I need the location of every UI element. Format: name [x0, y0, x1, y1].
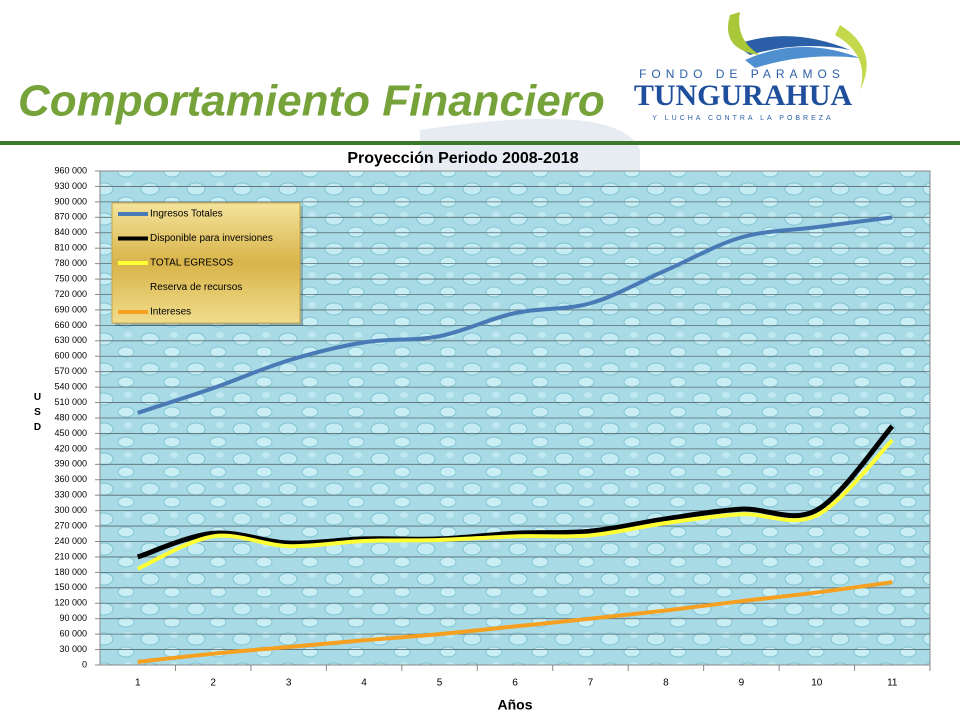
x-tick-label: 8	[663, 678, 669, 689]
y-tick-label: 180 000	[54, 567, 87, 577]
y-tick-label: 540 000	[54, 382, 87, 392]
y-tick-label: 360 000	[54, 474, 87, 484]
y-tick-label: 750 000	[54, 273, 87, 283]
y-axis-label: USD	[32, 392, 43, 437]
y-tick-label: 300 000	[54, 505, 87, 515]
x-tick-label: 6	[512, 678, 518, 689]
chart-title: Proyección Periodo 2008-2018	[347, 150, 578, 167]
y-tick-label: 270 000	[54, 520, 87, 530]
legend-label: TOTAL EGRESOS	[150, 258, 233, 269]
legend-label: Intereses	[150, 307, 191, 318]
x-tick-label: 4	[361, 678, 367, 689]
logo-wave	[735, 36, 850, 55]
logo-wave	[745, 46, 860, 68]
x-tick-label: 1	[135, 678, 141, 689]
y-tick-label: 240 000	[54, 536, 87, 546]
y-tick-label: 570 000	[54, 366, 87, 376]
y-tick-label: 510 000	[54, 397, 87, 407]
y-tick-label: 390 000	[54, 459, 87, 469]
y-tick-label: 420 000	[54, 443, 87, 453]
legend-label: Disponible para inversiones	[150, 233, 273, 244]
series-line	[137, 580, 893, 664]
y-tick-label: 90 000	[59, 613, 87, 623]
x-tick-label: 11	[887, 678, 898, 689]
x-tick-label: 10	[811, 678, 823, 689]
x-tick-label: 2	[210, 678, 216, 689]
logo-top: FONDO DE PARAMOS	[639, 67, 845, 81]
series-line	[136, 438, 894, 571]
legend-label: Ingresos Totales	[150, 209, 223, 220]
y-tick-label: 630 000	[54, 335, 87, 345]
series-line	[136, 424, 895, 560]
y-tick-label: 450 000	[54, 428, 87, 438]
plot-border	[99, 170, 931, 666]
y-tick-label: 120 000	[54, 598, 87, 608]
y-tick-label: 60 000	[59, 629, 87, 639]
y-tick-label: 870 000	[54, 212, 87, 222]
y-tick-label: 30 000	[59, 644, 87, 654]
y-tick-label: 960 000	[54, 165, 87, 175]
x-tick-label: 9	[739, 678, 745, 689]
title-rule	[0, 141, 960, 145]
series-line	[137, 215, 893, 415]
logo-leaf	[728, 12, 760, 55]
logo-leaf	[835, 25, 867, 90]
y-tick-label: 900 000	[54, 196, 87, 206]
x-tick-label: 7	[588, 678, 594, 689]
x-tick-label: 5	[437, 678, 443, 689]
x-axis-label: Años	[498, 697, 533, 713]
y-tick-label: 660 000	[54, 320, 87, 330]
y-tick-label: 0	[82, 659, 87, 669]
y-tick-label: 480 000	[54, 412, 87, 422]
y-tick-label: 930 000	[54, 181, 87, 191]
swoosh	[420, 118, 640, 175]
y-tick-label: 810 000	[54, 243, 87, 253]
y-tick-label: 840 000	[54, 227, 87, 237]
legend-label: Reserva de recursos	[150, 282, 242, 293]
logo-name: TUNGURAHUA	[634, 79, 853, 112]
y-tick-label: 780 000	[54, 258, 87, 268]
y-tick-label: 720 000	[54, 289, 87, 299]
logo-tagline: Y LUCHA CONTRA LA POBREZA	[652, 115, 833, 122]
slide-title: Comportamiento Financiero	[18, 77, 605, 126]
y-tick-label: 600 000	[54, 351, 87, 361]
y-tick-label: 150 000	[54, 582, 87, 592]
y-tick-label: 210 000	[54, 551, 87, 561]
y-tick-label: 330 000	[54, 490, 87, 500]
y-tick-label: 690 000	[54, 304, 87, 314]
x-tick-label: 3	[286, 678, 292, 689]
